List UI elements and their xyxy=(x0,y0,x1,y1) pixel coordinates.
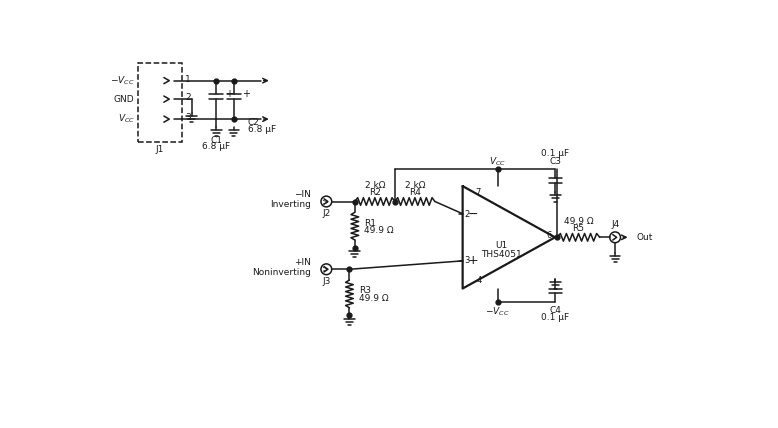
Text: 4: 4 xyxy=(477,276,482,285)
Text: C4: C4 xyxy=(549,306,562,315)
Text: Noninverting: Noninverting xyxy=(252,268,311,277)
Text: $V_{CC}$: $V_{CC}$ xyxy=(117,113,135,125)
Text: 1: 1 xyxy=(185,74,191,83)
Text: 49.9 Ω: 49.9 Ω xyxy=(364,226,394,235)
Text: C2: C2 xyxy=(248,119,260,128)
Text: C3: C3 xyxy=(549,157,562,166)
Text: R1: R1 xyxy=(364,219,376,228)
Text: 7: 7 xyxy=(475,188,481,197)
Text: 3: 3 xyxy=(464,256,470,265)
Text: >: > xyxy=(321,197,328,206)
Text: C1: C1 xyxy=(210,136,223,145)
Text: 49.9 Ω: 49.9 Ω xyxy=(564,217,594,226)
Text: +IN: +IN xyxy=(294,258,311,267)
Text: 6: 6 xyxy=(546,231,552,240)
Text: >: > xyxy=(321,265,328,274)
Text: THS4051: THS4051 xyxy=(481,250,521,259)
Text: 6.8 μF: 6.8 μF xyxy=(248,125,276,134)
Text: R5: R5 xyxy=(573,223,584,232)
Text: R2: R2 xyxy=(369,188,380,197)
Text: 6.8 μF: 6.8 μF xyxy=(202,143,230,152)
Text: 2: 2 xyxy=(185,93,191,102)
Text: 0.1 μF: 0.1 μF xyxy=(541,149,569,158)
Text: −: − xyxy=(468,208,478,221)
Text: +: + xyxy=(468,254,478,267)
Text: $V_{CC}$: $V_{CC}$ xyxy=(489,155,506,168)
Text: 49.9 Ω: 49.9 Ω xyxy=(359,294,388,303)
Text: 2: 2 xyxy=(464,210,470,219)
Text: Inverting: Inverting xyxy=(270,200,311,209)
Text: 0.1 μF: 0.1 μF xyxy=(541,313,569,322)
Text: R3: R3 xyxy=(359,286,370,295)
Text: 2 kΩ: 2 kΩ xyxy=(365,181,385,190)
Text: J2: J2 xyxy=(322,209,331,218)
Text: −IN: −IN xyxy=(294,190,311,199)
Text: 3: 3 xyxy=(185,113,191,122)
Text: $-V_{CC}$: $-V_{CC}$ xyxy=(110,74,135,87)
Text: $-V_{CC}$: $-V_{CC}$ xyxy=(485,305,510,318)
Text: J4: J4 xyxy=(611,220,619,229)
Bar xyxy=(138,63,182,142)
Text: J1: J1 xyxy=(156,146,164,155)
Text: U1: U1 xyxy=(495,241,507,250)
Text: R4: R4 xyxy=(409,188,421,197)
Text: J3: J3 xyxy=(322,277,331,286)
Text: +: + xyxy=(225,89,233,99)
Text: Out: Out xyxy=(636,233,653,242)
Text: 2 kΩ: 2 kΩ xyxy=(405,181,425,190)
Text: +: + xyxy=(243,89,251,99)
Text: GND: GND xyxy=(114,95,135,104)
